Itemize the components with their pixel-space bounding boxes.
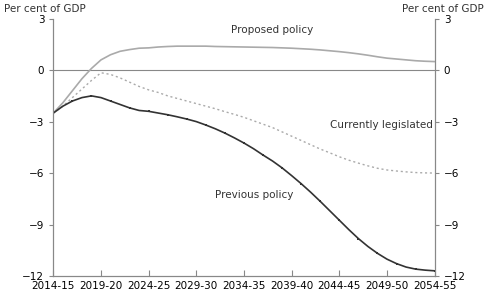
Text: Per cent of GDP: Per cent of GDP (4, 4, 85, 14)
Text: Per cent of GDP: Per cent of GDP (403, 4, 484, 14)
Text: Currently legislated: Currently legislated (330, 120, 433, 130)
Text: Previous policy: Previous policy (215, 190, 294, 200)
Text: Proposed policy: Proposed policy (231, 25, 314, 35)
